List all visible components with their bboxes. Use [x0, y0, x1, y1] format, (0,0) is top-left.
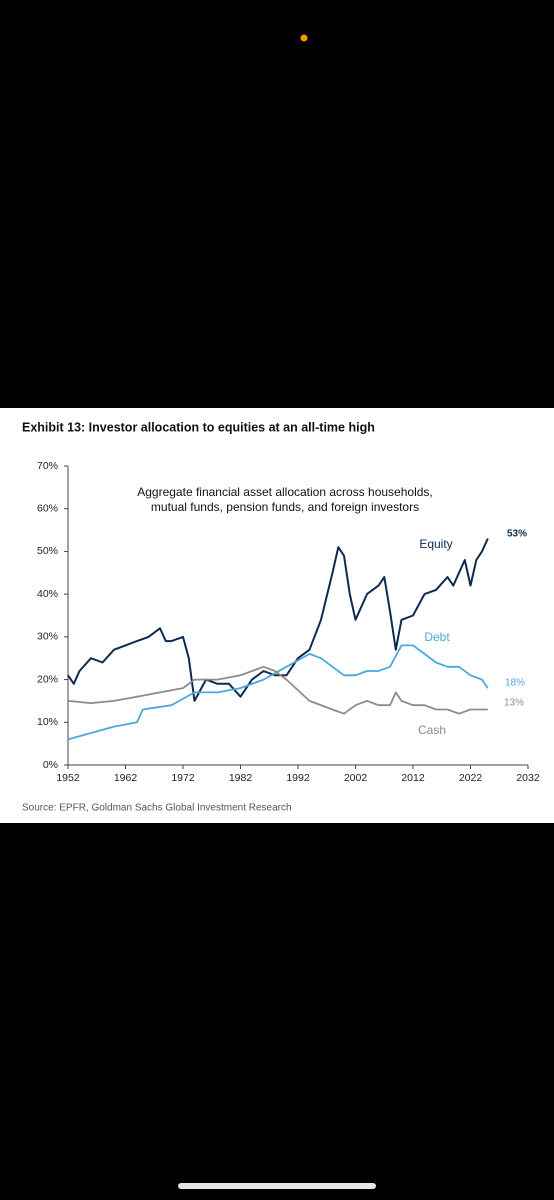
series-line	[67, 665, 488, 715]
y-tick-label: 0%	[43, 759, 58, 771]
chart-subtitle: Aggregate financial asset allocation acr…	[137, 485, 433, 499]
x-tick-label: 2032	[516, 772, 540, 784]
end-label: 13%	[504, 698, 524, 709]
y-tick-label: 40%	[37, 588, 58, 600]
y-tick-label: 10%	[37, 716, 58, 728]
x-tick-label: 1962	[114, 772, 138, 784]
status-dot	[300, 34, 308, 42]
x-tick-label: 1982	[229, 772, 253, 784]
series-line	[67, 644, 489, 741]
chart-title: Exhibit 13: Investor allocation to equit…	[22, 420, 375, 434]
y-tick-label: 50%	[37, 545, 58, 557]
y-tick-label: 30%	[37, 631, 58, 643]
legend-label: Cash	[418, 723, 446, 737]
y-tick-label: 20%	[37, 673, 58, 685]
source-note: Source: EPFR, Goldman Sachs Global Inves…	[22, 803, 292, 814]
end-label: 18%	[505, 678, 525, 689]
x-tick-label: 2012	[401, 772, 425, 784]
x-tick-label: 1952	[56, 772, 80, 784]
series-line	[67, 538, 489, 702]
x-tick-label: 1992	[286, 772, 310, 784]
end-label: 53%	[507, 529, 527, 540]
x-tick-label: 2002	[344, 772, 368, 784]
x-tick-label: 2022	[459, 772, 483, 784]
y-tick-label: 60%	[37, 502, 58, 514]
y-tick-label: 70%	[37, 460, 58, 472]
legend-label: Debt	[424, 630, 450, 644]
x-tick-label: 1972	[171, 772, 195, 784]
image-panel	[0, 408, 554, 823]
legend-label: Equity	[419, 537, 452, 551]
chart-subtitle: mutual funds, pension funds, and foreign…	[151, 500, 419, 514]
home-indicator[interactable]	[178, 1183, 376, 1189]
